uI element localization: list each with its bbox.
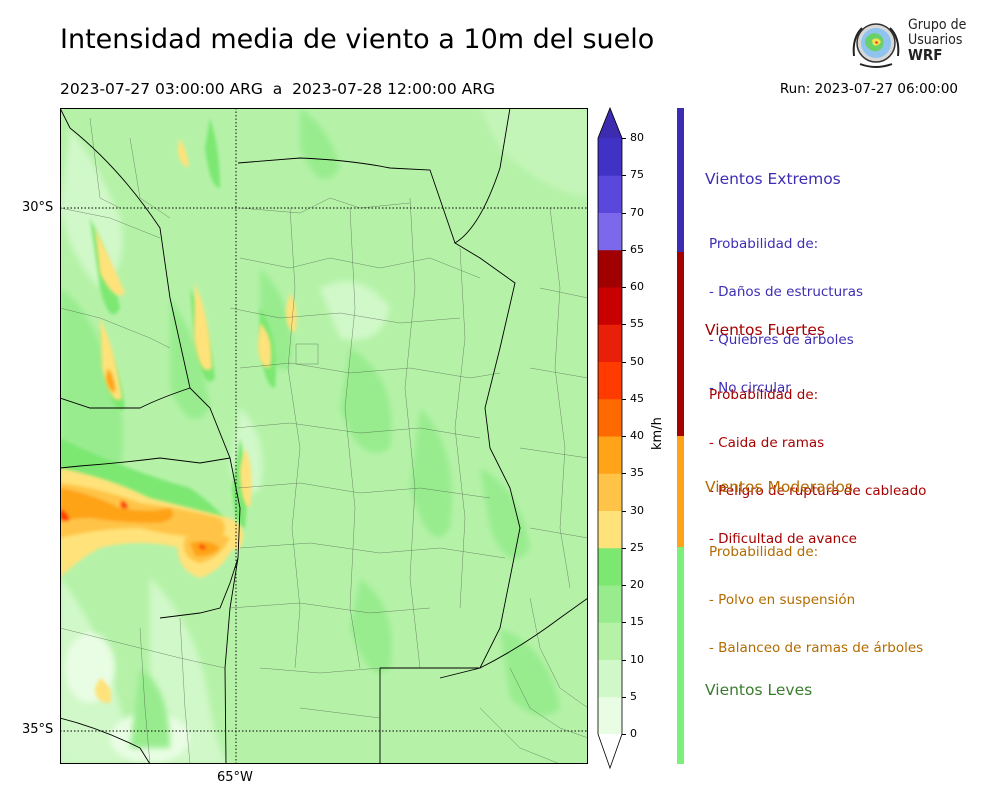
category-moderate-line: - Balanceo de ramas de árboles [709,640,924,656]
run-time: Run: 2023-07-27 06:00:00 [779,81,958,97]
wrf-users-logo: Grupo de Usuarios WRF [848,16,978,72]
colorbar-segment [598,696,622,735]
category-bar-moderate [677,436,684,547]
colorbar-tick-label: 20 [630,578,644,591]
colorbar-segment [598,398,622,437]
colorbar-tick-mark [622,510,626,512]
category-light-title: Vientos Leves [705,681,813,699]
category-extreme-line: - No circular [709,380,791,396]
wind-field-medium [60,108,560,748]
colorbar-segment [598,510,622,549]
map-title: Intensidad media de viento a 10m del sue… [60,24,655,55]
category-bar-strong [677,252,684,436]
category-strong-line: - Peligro de ruptura de cableado [709,483,927,499]
category-strong-line: - Caida de ramas [709,435,825,451]
category-light: Vientos Leves [705,649,812,731]
colorbar-segment [598,585,622,623]
colorbar-tick-mark [622,361,626,363]
province-borders [60,108,588,764]
colorbar-segment [598,324,622,362]
colorbar-tick-mark [622,547,626,549]
logo-line-2: Usuarios [908,32,963,48]
colorbar-tick-mark [622,398,626,400]
category-moderate-title: Vientos Moderados [705,478,853,496]
department-borders [60,117,588,764]
category-strong-line: Probabilidad de: [709,387,819,403]
colorbar-tick-mark [622,696,626,698]
colorbar-tick-mark [622,324,626,326]
colorbar-tick-label: 70 [630,205,644,219]
colorbar-tick-mark [622,249,626,251]
map-gridlines [60,108,588,764]
category-bar [677,108,684,764]
colorbar-tick-label: 40 [630,429,644,442]
colorbar-max-extension [598,108,622,138]
colorbar-segment [598,249,622,288]
category-strong: Vientos Fuertes Probabilidad de: - Caida… [705,289,926,563]
colorbar [597,106,623,770]
colorbar-segment [598,361,622,400]
colorbar-tick-label: 0 [630,727,637,740]
colorbar-tick-label: 80 [630,131,644,144]
colorbar-tick-mark [622,585,626,586]
colorbar-tick-label: 60 [630,280,644,293]
colorbar-tick-label: 65 [630,242,644,256]
colorbar-tick-label: 50 [630,354,644,368]
colorbar-segment [598,436,622,474]
globe-emblem-icon [852,23,900,68]
colorbar-segment [598,287,622,325]
category-extreme-line: - Quiebres de árboles [709,332,854,348]
colorbar-segment [598,175,622,213]
lon-label-65w: 65°W [217,770,253,785]
colorbar-segment [598,622,622,660]
category-moderate-line: - Polvo en suspensión [709,592,856,608]
category-strong-title: Vientos Fuertes [705,321,825,339]
category-extreme-line: Probabilidad de: [709,236,819,252]
lat-label-30s: 30°S [22,200,54,215]
colorbar-tick-mark [622,659,626,661]
map-frame [60,108,588,764]
category-extreme-line: - Daños de estructuras [709,284,864,300]
colorbar-tick-label: 35 [630,466,644,480]
lat-label-35s: 35°S [22,722,54,737]
colorbar-segment [598,547,622,586]
colorbar-tick-label: 10 [630,652,644,666]
colorbar-tick-mark [622,734,626,735]
colorbar-segment [598,138,622,176]
colorbar-tick-mark [622,436,626,437]
colorbar-unit: km/h [650,417,665,450]
colorbar-tick-label: 30 [630,503,644,517]
colorbar-segment [598,473,622,511]
category-extreme: Vientos Extremos Probabilidad de: - Daño… [705,138,863,412]
colorbar-segment [598,212,622,251]
wind-field-base [60,108,588,764]
category-moderate: Vientos Moderados Probabilidad de: - Pol… [705,446,923,672]
category-strong-line: - Dificultad de avance [709,531,857,547]
category-moderate-line: Probabilidad de: [709,544,819,560]
colorbar-tick-mark [622,175,626,177]
colorbar-tick-label: 55 [630,317,644,331]
colorbar-tick-mark [622,287,626,288]
colorbar-segment [598,659,622,698]
logo-line-1: Grupo de [908,17,967,33]
wind-field-orange [60,368,230,563]
colorbar-tick-label: 5 [630,689,637,703]
colorbar-tick-label: 25 [630,540,644,554]
valid-period: 2023-07-27 03:00:00 ARG a 2023-07-28 12:… [60,80,496,98]
colorbar-tick-label: 15 [630,615,644,629]
colorbar-min-extension [598,734,622,768]
wind-map [60,108,588,764]
colorbar-tick-mark [622,622,626,624]
category-bar-light [677,547,684,764]
logo-line-3: WRF [908,46,943,64]
colorbar-tick-mark [622,473,626,475]
category-bar-extreme [677,108,684,252]
category-extreme-title: Vientos Extremos [705,170,841,188]
colorbar-tick-label: 45 [630,391,644,405]
colorbar-tick-mark [622,138,626,139]
colorbar-tick-label: 75 [630,168,644,182]
colorbar-tick-mark [622,212,626,214]
